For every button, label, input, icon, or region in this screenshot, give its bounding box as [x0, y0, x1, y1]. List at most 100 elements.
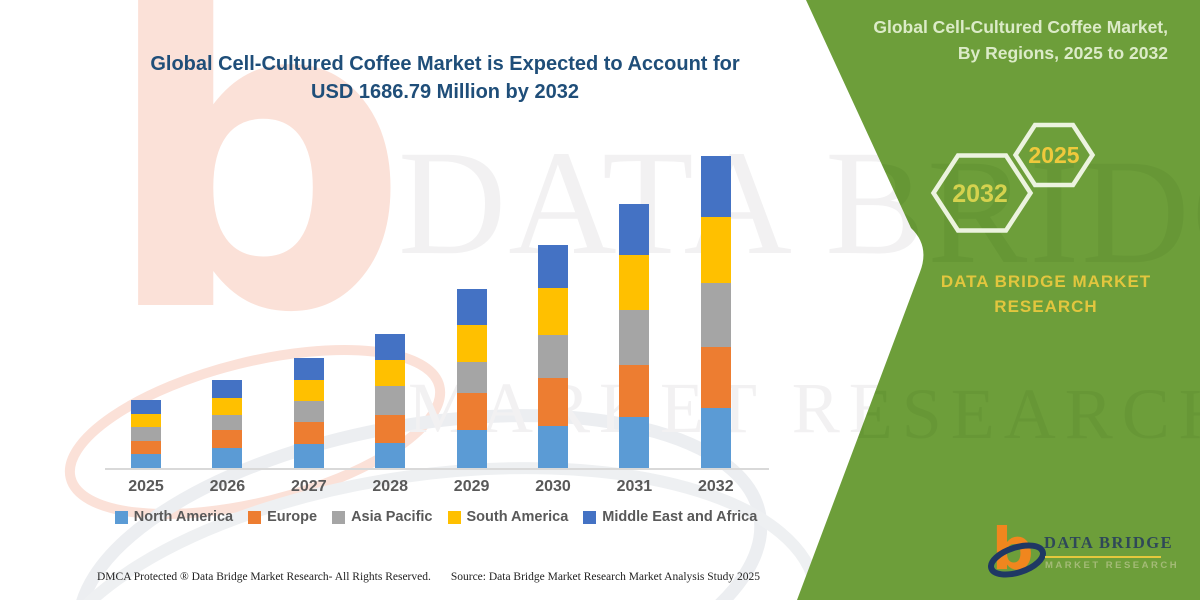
x-axis-line — [105, 468, 769, 470]
chart-legend: North America Europe Asia Pacific South Ame… — [100, 509, 772, 525]
legend-label: South America — [466, 509, 569, 525]
legend-label: Europe — [267, 509, 318, 525]
side-panel-heading: Global Cell-Cultured Coffee Market, By R… — [873, 14, 1168, 67]
logo-subtitle: MARKET RESEARCH — [1045, 560, 1180, 571]
legend-swatch-icon — [583, 510, 597, 524]
bar-segment-europe — [212, 429, 243, 449]
bar-segment-asia-pacific — [212, 414, 243, 430]
logo-swoosh-icon — [988, 542, 1046, 578]
legend-swatch-icon — [447, 510, 461, 524]
bar-segment-asia-pacific — [293, 401, 324, 423]
side-panel-heading-line2: By Regions, 2025 to 2032 — [957, 43, 1168, 64]
footer: DMCA Protected ® Data Bridge Market Rese… — [97, 571, 760, 583]
bar-segment-south-america — [212, 398, 243, 415]
hexagon-2025 — [1012, 122, 1096, 188]
legend-item-south-america: South America — [447, 509, 569, 525]
legend-swatch-icon — [332, 510, 346, 524]
footer-source: Source: Data Bridge Market Research Mark… — [450, 571, 760, 583]
bar-segment-north-america — [700, 407, 731, 468]
bar-segment-south-america — [293, 379, 324, 402]
x-axis-label-2029: 2029 — [453, 478, 490, 495]
bar-segment-asia-pacific — [700, 282, 731, 348]
x-axis-label-2027: 2027 — [291, 478, 327, 495]
plot-area — [105, 130, 769, 470]
hexagon-2025-label: 2025 — [1028, 142, 1079, 168]
hexagon-2032-label: 2032 — [952, 180, 1008, 208]
legend-swatch-icon — [248, 510, 262, 524]
bar-segment-asia-pacific — [456, 362, 487, 393]
data-bridge-logo: b DATA BRIDGE MARKET RESEARCH — [988, 517, 1178, 587]
bar-segment-south-america — [131, 414, 161, 428]
x-axis-label-2028: 2028 — [372, 478, 408, 495]
bar-segment-middle-east-and-africa — [375, 333, 406, 360]
bar-group-2026 — [212, 380, 243, 468]
side-panel-heading-line1: Global Cell-Cultured Coffee Market, — [873, 17, 1168, 37]
chart-title: Global Cell-Cultured Coffee Market is Ex… — [115, 50, 775, 106]
watermark-b-logo: b — [102, 0, 410, 407]
side-panel-brand: DATA BRIDGE MARKET RESEARCH — [896, 270, 1196, 319]
side-panel-shape — [797, 0, 1200, 600]
bar-segment-south-america — [456, 324, 487, 363]
legend-label: Middle East and Africa — [602, 509, 758, 525]
bar-segment-north-america — [538, 426, 568, 468]
bar-segment-europe — [375, 414, 406, 444]
bar-segment-middle-east-and-africa — [538, 244, 568, 288]
bar-group-2030 — [538, 244, 568, 468]
legend-item-asia-pacific: Asia Pacific — [332, 509, 433, 525]
bar-segment-europe — [456, 392, 487, 431]
legend-item-europe: Europe — [248, 509, 317, 525]
bar-segment-middle-east-and-africa — [456, 288, 487, 325]
bar-segment-asia-pacific — [375, 386, 406, 415]
x-axis-label-2031: 2031 — [616, 478, 653, 495]
bar-segment-middle-east-and-africa — [212, 380, 243, 399]
x-axis-label-2026: 2026 — [209, 478, 246, 495]
bar-segment-south-america — [700, 217, 731, 283]
bar-segment-middle-east-and-africa — [619, 203, 650, 255]
bar-segment-south-america — [538, 287, 568, 336]
bar-group-2028 — [375, 333, 406, 468]
legend-swatch-icon — [114, 510, 128, 524]
bar-segment-asia-pacific — [619, 309, 650, 365]
chart-title-line2: USD 1686.79 Million by 2032 — [311, 81, 579, 103]
bar-group-2025 — [131, 399, 161, 468]
hexagon-2032 — [930, 153, 1034, 233]
bar-segment-asia-pacific — [131, 427, 161, 441]
x-axis-label-2032: 2032 — [698, 478, 734, 495]
bar-segment-north-america — [293, 443, 324, 468]
bar-segment-north-america — [456, 430, 487, 468]
x-axis-label-2030: 2030 — [535, 478, 571, 495]
bar-segment-asia-pacific — [538, 335, 568, 378]
x-axis-labels: 2025 2026 2027 2028 2029 2030 2031 2032 — [105, 478, 767, 498]
chart-title-line1: Global Cell-Cultured Coffee Market is Ex… — [150, 53, 740, 75]
bar-group-2027 — [293, 357, 324, 468]
legend-item-middle-east-and-africa: Middle East and Africa — [583, 509, 757, 525]
bar-segment-europe — [619, 364, 650, 417]
bar-segment-south-america — [375, 359, 406, 387]
bar-segment-europe — [538, 377, 568, 427]
bar-group-2029 — [456, 288, 487, 468]
bar-segment-north-america — [212, 448, 243, 468]
x-axis-label-2025: 2025 — [128, 478, 164, 495]
legend-label: North America — [133, 509, 234, 525]
bar-segment-middle-east-and-africa — [293, 357, 324, 380]
legend-item-north-america: North America — [114, 509, 234, 525]
bar-group-2031 — [619, 203, 650, 468]
side-panel-brand-line1: DATA BRIDGE MARKET — [940, 272, 1152, 291]
bar-segment-south-america — [619, 254, 650, 310]
bar-group-2032 — [700, 156, 731, 468]
legend-label: Asia Pacific — [351, 509, 433, 525]
logo-underline — [1045, 556, 1161, 558]
bar-segment-north-america — [619, 416, 650, 468]
data-bridge-logo-mark: b — [988, 517, 1046, 583]
bar-segment-north-america — [131, 453, 161, 468]
logo-name: DATA BRIDGE — [1044, 533, 1174, 552]
bar-segment-middle-east-and-africa — [700, 156, 731, 218]
side-panel-brand-line2: RESEARCH — [994, 296, 1098, 316]
bar-segment-middle-east-and-africa — [131, 399, 161, 415]
bar-segment-europe — [293, 422, 324, 444]
footer-copyright: DMCA Protected ® Data Bridge Market Rese… — [97, 571, 431, 583]
bar-segment-europe — [131, 440, 161, 454]
bar-segment-north-america — [375, 443, 406, 468]
